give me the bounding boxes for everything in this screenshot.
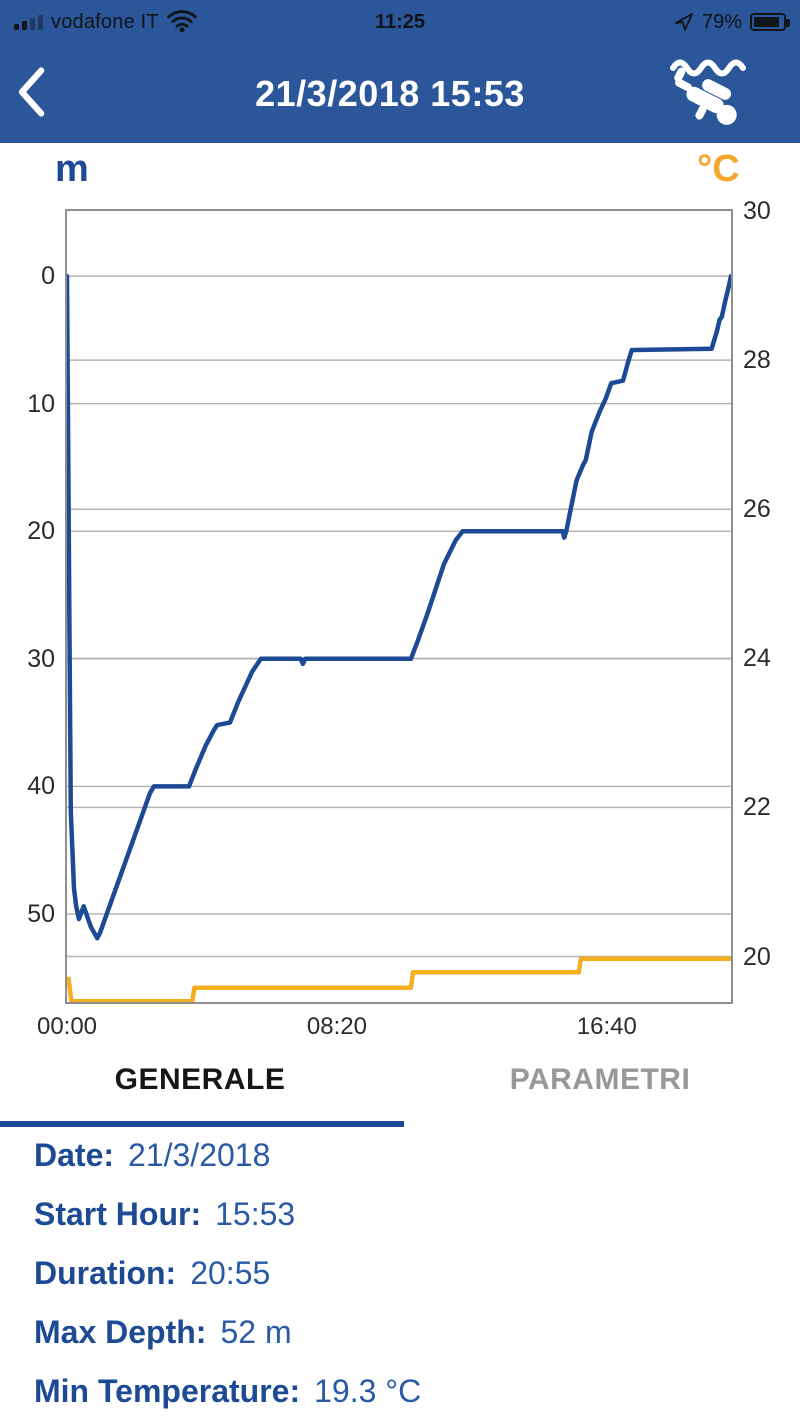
dive-details-list: Date: 21/3/2018 Start Hour: 15:53 Durati… [0, 1126, 800, 1421]
diver-icon [670, 59, 746, 125]
detail-label: Max Depth: [34, 1314, 207, 1350]
tab-bar: GENERALE PARAMETRI [0, 1048, 800, 1112]
chevron-left-icon [18, 67, 45, 117]
tab-generale[interactable]: GENERALE [114, 1063, 286, 1096]
temp-tick-label: 22 [743, 793, 771, 822]
depth-tick-label: 20 [27, 517, 55, 546]
temp-tick-label: 28 [743, 346, 771, 375]
detail-value: 20:55 [190, 1255, 271, 1291]
depth-axis-unit-label: m [55, 148, 89, 190]
temp-tick-label: 26 [743, 495, 771, 524]
back-button[interactable] [14, 66, 48, 118]
detail-label: Duration: [34, 1255, 177, 1291]
depth-tick-label: 0 [41, 262, 55, 291]
wifi-icon [167, 10, 197, 33]
cellular-signal-icon [14, 14, 43, 30]
depth-tick-label: 10 [27, 389, 55, 418]
temperature_c-line [67, 956, 731, 1002]
time-tick-label: 16:40 [576, 1013, 637, 1040]
carrier-label: vodafone IT [51, 10, 159, 33]
detail-value: 19.3 °C [314, 1373, 422, 1409]
depth-tick-label: 40 [27, 772, 55, 801]
status-bar: vodafone IT 11:25 79% [0, 0, 800, 44]
chart-region: m °C 0 10 20 30 40 50 30 28 26 24 22 20 00:00 08:20 16… [0, 143, 800, 1045]
detail-value: 52 m [220, 1314, 292, 1350]
depth-tick-label: 30 [27, 644, 55, 673]
detail-label: Date: [34, 1137, 115, 1173]
battery-percent-label: 79% [701, 10, 742, 33]
depth_m-line [67, 273, 731, 941]
detail-label: Start Hour: [34, 1196, 202, 1232]
dive-logbook-button[interactable] [664, 54, 760, 136]
temp-tick-label: 24 [743, 644, 771, 673]
detail-label: Min Temperature: [34, 1373, 301, 1409]
detail-row-min-temperature: Min Temperature: 19.3 °C [0, 1362, 800, 1421]
detail-value: 15:53 [215, 1196, 296, 1232]
temperature-axis-unit-label: °C [697, 148, 740, 190]
dive-profile-plot [65, 209, 733, 1004]
depth-tick-label: 50 [27, 899, 55, 928]
location-arrow-icon [675, 13, 693, 31]
detail-row-duration: Duration: 20:55 [0, 1244, 800, 1303]
detail-value: 21/3/2018 [128, 1137, 271, 1173]
active-tab-indicator [0, 1121, 404, 1127]
battery-icon [750, 13, 790, 31]
temp-tick-label: 30 [743, 197, 771, 225]
status-right-group: 79% [674, 0, 790, 44]
page-title: 21/3/2018 15:53 [255, 72, 525, 114]
time-tick-label: 08:20 [306, 1013, 367, 1040]
tab-parametri[interactable]: PARAMETRI [509, 1063, 691, 1096]
time-tick-label: 00:00 [36, 1013, 98, 1040]
detail-row-max-depth: Max Depth: 52 m [0, 1303, 800, 1362]
status-left-group: vodafone IT [14, 0, 197, 44]
status-clock: 11:25 [374, 10, 426, 33]
temp-tick-label: 20 [743, 942, 771, 971]
dive-chart-svg [67, 273, 731, 1002]
detail-row-date: Date: 21/3/2018 [0, 1126, 800, 1185]
detail-row-start-hour: Start Hour: 15:53 [0, 1185, 800, 1244]
nav-bar: 21/3/2018 15:53 [0, 44, 800, 143]
